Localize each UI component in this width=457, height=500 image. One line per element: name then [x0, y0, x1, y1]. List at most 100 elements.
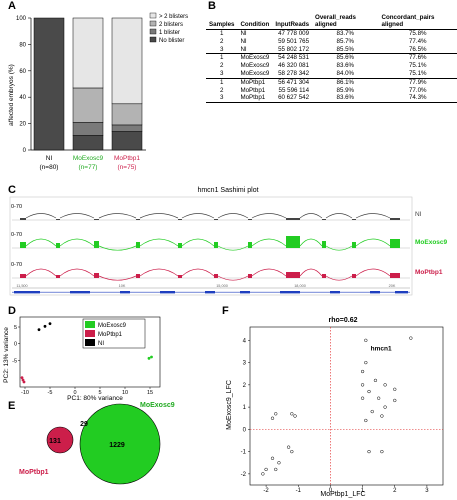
venn-circle-moptbp1: [46, 426, 74, 454]
panel-label-f: F: [222, 305, 229, 317]
table-cell: NI: [240, 30, 247, 37]
sashimi-track-range: 0-70: [11, 262, 22, 268]
pca-point: [22, 380, 26, 384]
scatter-xtick-label: -2: [263, 488, 269, 494]
col-header-input-reads: InputReads: [272, 14, 313, 30]
sashimi-exon-coverage: [352, 274, 356, 278]
sashimi-track-label: MoExosc9: [415, 239, 448, 246]
scatter-point: [380, 449, 384, 454]
sashimi-exon-coverage: [94, 219, 99, 220]
a-legend-label: 1 blister: [159, 30, 180, 36]
panel-a-chart: affected embryos (%) 100 80 60 40 20 0 NI (n=8…: [8, 12, 188, 171]
col-header-concordant-aligned: Concordant_pairs aligned: [378, 14, 457, 30]
table-cell: 2: [220, 37, 224, 45]
scatter-point: [409, 336, 413, 340]
venn-moexosc9-count: 1229: [109, 442, 125, 449]
scatter-point: [261, 472, 265, 476]
table-cell: 85.9%: [336, 86, 355, 94]
sashimi-exon-coverage: [322, 219, 326, 220]
sashimi-track-label: NI: [415, 211, 422, 218]
scatter-xtick-label: 0: [329, 488, 333, 494]
table-cell: MoPtbp1: [240, 86, 266, 94]
panel-label-a: A: [8, 0, 16, 12]
table-cell: 77.9%: [408, 78, 427, 86]
sashimi-exon-coverage: [214, 219, 218, 220]
sashimi-exon-coverage: [136, 274, 140, 278]
sashimi-exon-coverage: [352, 242, 356, 248]
pca-ytick-label: -5: [12, 358, 17, 364]
scatter-point: [274, 467, 278, 472]
sashimi-exon-coverage: [390, 239, 400, 248]
pca-legend-swatch: [85, 321, 95, 328]
panel-label-d: D: [8, 305, 16, 317]
sashimi-exon-coverage: [94, 241, 99, 248]
sashimi-track-label: MoPtbp1: [415, 269, 443, 276]
scatter-point: [290, 412, 294, 416]
scatter-point: [370, 409, 374, 414]
scatter-xlabel: MoPtbp1_LFC: [320, 491, 365, 498]
scatter-point: [367, 389, 371, 394]
scatter-xtick-label: 2: [393, 488, 397, 494]
sashimi-exon-coverage: [178, 275, 182, 278]
table-cell: 77.6%: [408, 54, 427, 62]
panel-label-b: B: [208, 0, 216, 12]
a-legend-swatch: [149, 36, 157, 43]
table-cell: 75.8%: [408, 30, 427, 37]
a-legend-swatch: [149, 12, 157, 19]
table-cell: 76.5%: [408, 45, 427, 53]
scatter-ytick-label: 0: [243, 427, 247, 433]
scatter-point: [360, 396, 365, 400]
a-bar-segment: [111, 103, 143, 126]
sashimi-exon-coverage: [248, 274, 252, 278]
a-ytick-label: 80: [19, 42, 26, 48]
table-cell: 47 778 009: [278, 30, 310, 37]
table-cell: 58 278 342: [278, 69, 310, 77]
scatter-point: [270, 456, 275, 460]
pca-xtick-label: -5: [48, 390, 53, 396]
table-cell: NI: [240, 45, 247, 53]
table-cell: 2: [220, 62, 224, 70]
sashimi-junction-arcs: [25, 213, 391, 219]
venn-label-moptbp1: MoPtbp1: [19, 469, 49, 476]
sashimi-exon-coverage: [390, 218, 400, 220]
a-bar-segment: [72, 122, 104, 136]
pca-ytick-label: 5: [14, 325, 17, 331]
sashimi-axis-tick: 15,000: [216, 284, 228, 288]
panel-label-c: C: [8, 184, 16, 196]
table-cell: 54 248 531: [278, 54, 310, 62]
col-header-samples: Samples: [206, 14, 238, 30]
sashimi-exon-coverage: [214, 274, 218, 278]
sashimi-junction-arcs: [25, 238, 391, 251]
scatter-ytick-label: 2: [243, 383, 247, 389]
pca-xlabel: PC1: 80% variance: [67, 395, 123, 402]
alignment-stats-table: Samples Condition InputReads Overall_rea…: [206, 14, 457, 103]
pca-xtick-label: -10: [21, 390, 29, 396]
table-cell: 77.0%: [408, 86, 427, 94]
scatter-point: [383, 383, 387, 387]
a-bar-n: (n=77): [79, 164, 98, 171]
venn-circle-moexosc9: [79, 403, 161, 485]
scatter-point: [393, 398, 397, 403]
pca-xtick-label: 15: [147, 390, 153, 396]
a-legend-swatch: [149, 20, 157, 27]
pca-point: [150, 355, 153, 359]
scatter-point: [293, 414, 297, 418]
table-row: 2 NI 59 501 765 85.7% 77.4%: [206, 38, 457, 46]
sashimi-axis-tick: 11,500: [16, 284, 27, 288]
scatter-point: [373, 378, 378, 383]
table-cell: 85.5%: [336, 45, 355, 53]
sashimi-exon-coverage: [286, 272, 300, 278]
a-bar-label: MoExosc9: [73, 155, 104, 162]
scatter-point: [364, 360, 368, 365]
panel-e-venn: 29 131 1229 MoExosc9 MoPtbp1: [19, 402, 175, 485]
table-row: 2 MoExosc9 46 320 081 83.6% 75.1%: [206, 62, 457, 70]
table-cell: MoExosc9: [240, 54, 270, 62]
a-legend-label: No blister: [159, 38, 184, 44]
panel-label-e: E: [8, 400, 16, 412]
pca-point: [20, 376, 24, 380]
panel-a-ylabel: affected embryos (%): [8, 64, 15, 126]
sashimi-exon-coverage: [286, 218, 300, 220]
sashimi-exon-coverage: [178, 219, 182, 220]
pca-legend-label: MoExosc9: [98, 323, 127, 329]
pca-point: [37, 328, 41, 332]
